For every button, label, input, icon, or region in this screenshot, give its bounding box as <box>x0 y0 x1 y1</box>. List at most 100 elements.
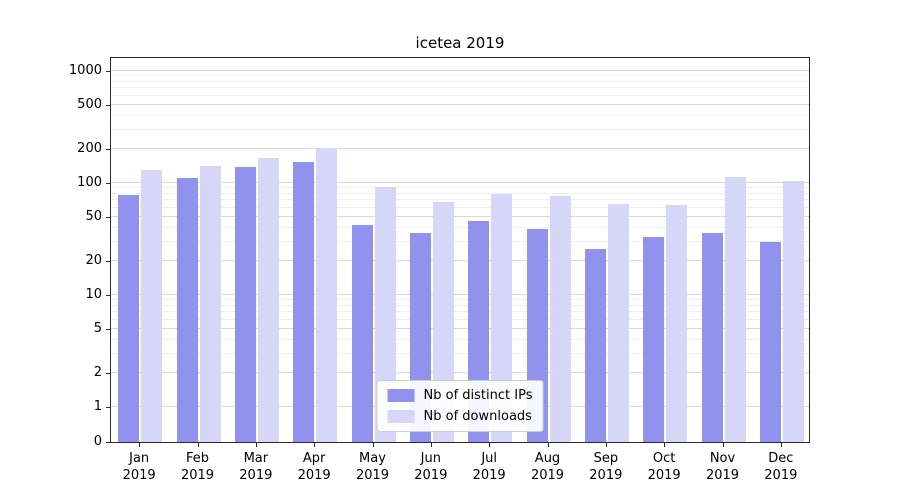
x-tick-label: Dec 2019 <box>751 450 811 484</box>
y-tick-label: 1000 <box>68 63 102 78</box>
minor-gridline <box>111 299 809 301</box>
bar-distinct-ips <box>351 225 373 442</box>
x-tick-month: Oct <box>652 451 676 466</box>
x-tick-label: Jul 2019 <box>459 450 519 484</box>
x-tick-mark <box>722 443 724 447</box>
x-tick-label: Oct 2019 <box>634 450 694 484</box>
bar-downloads <box>316 148 338 442</box>
bar-distinct-ips <box>176 178 198 442</box>
legend-label-distinct-ips: Nb of distinct IPs <box>423 388 533 403</box>
legend-swatch-downloads <box>387 410 415 423</box>
x-tick-year: 2019 <box>239 468 273 483</box>
x-tick-label: Jun 2019 <box>401 450 461 484</box>
bar-distinct-ips <box>118 195 140 442</box>
x-tick-mark <box>489 443 491 447</box>
y-tick-mark <box>106 442 110 443</box>
x-tick-mark <box>664 443 666 447</box>
x-tick-mark <box>605 443 607 447</box>
plot-area: Nb of distinct IPs Nb of downloads <box>110 57 810 443</box>
x-tick-year: 2019 <box>414 468 448 483</box>
x-tick-month: Aug <box>534 451 561 466</box>
x-tick-label: Nov 2019 <box>693 450 753 484</box>
chart-title: icetea 2019 <box>415 34 505 52</box>
bar-downloads <box>199 165 221 442</box>
major-gridline <box>111 327 809 329</box>
minor-gridline <box>111 192 809 194</box>
minor-gridline <box>111 114 809 116</box>
minor-gridline <box>111 240 809 242</box>
x-tick-month: May <box>359 451 386 466</box>
x-tick-month: Sep <box>593 451 619 466</box>
y-tick-label: 10 <box>85 287 102 302</box>
x-tick-year: 2019 <box>180 468 215 483</box>
minor-gridline <box>111 187 809 189</box>
minor-gridline <box>111 75 809 77</box>
bar-downloads <box>141 170 163 442</box>
y-tick-mark <box>106 373 110 375</box>
bar-downloads <box>607 203 629 442</box>
x-tick-label: Sep 2019 <box>576 450 636 484</box>
x-tick-month: Dec <box>768 451 794 466</box>
major-gridline <box>111 148 809 150</box>
x-tick-label: May 2019 <box>343 450 403 484</box>
bar-downloads <box>724 177 746 442</box>
y-tick-mark <box>106 183 110 184</box>
bar-downloads <box>782 180 804 442</box>
x-tick-month: Mar <box>243 451 269 466</box>
x-tick-mark <box>430 443 432 447</box>
bar-distinct-ips <box>234 166 256 442</box>
bar-downloads <box>549 195 571 442</box>
y-tick-mark <box>106 407 110 408</box>
bar-downloads <box>374 187 396 442</box>
bar-distinct-ips <box>701 232 723 442</box>
x-tick-month: Nov <box>709 451 736 466</box>
legend-label-downloads: Nb of downloads <box>423 409 532 424</box>
x-tick-mark <box>780 443 782 447</box>
x-tick-year: 2019 <box>297 468 331 483</box>
x-tick-label: Mar 2019 <box>226 450 286 484</box>
minor-gridline <box>111 94 809 96</box>
legend-item-distinct-ips: Nb of distinct IPs <box>387 388 533 403</box>
minor-gridline <box>111 304 809 306</box>
x-tick-month: Apr <box>302 451 326 466</box>
x-tick-mark <box>255 443 257 447</box>
x-tick-year: 2019 <box>530 468 565 483</box>
x-tick-mark <box>197 443 199 447</box>
y-tick-label: 2 <box>93 365 102 381</box>
x-tick-month: Jun <box>420 451 441 466</box>
x-tick-label: Apr 2019 <box>284 450 344 484</box>
legend-item-downloads: Nb of downloads <box>387 409 533 424</box>
minor-gridline <box>111 318 809 320</box>
y-tick-label: 20 <box>85 253 102 269</box>
x-tick-month: Jul <box>481 451 497 466</box>
legend-swatch-distinct-ips <box>387 389 415 402</box>
x-tick-mark <box>372 443 374 447</box>
major-gridline <box>111 260 809 262</box>
bar-distinct-ips <box>643 236 665 442</box>
minor-gridline <box>111 199 809 201</box>
x-tick-mark <box>139 443 141 447</box>
minor-gridline <box>111 206 809 208</box>
bar-downloads <box>257 157 279 442</box>
y-tick-label: 50 <box>85 208 102 224</box>
major-gridline <box>111 70 809 71</box>
x-tick-year: 2019 <box>705 468 740 483</box>
y-tick-mark <box>106 216 110 218</box>
major-gridline <box>111 103 809 105</box>
y-tick-label: 0 <box>93 434 102 449</box>
y-tick-mark <box>106 149 110 151</box>
minor-gridline <box>111 87 809 89</box>
y-tick-label: 200 <box>77 141 102 157</box>
minor-gridline <box>111 338 809 340</box>
major-gridline <box>111 215 809 217</box>
minor-gridline <box>111 80 809 82</box>
y-tick-mark <box>106 295 110 296</box>
x-tick-month: Jan <box>129 451 150 466</box>
legend: Nb of distinct IPs Nb of downloads <box>376 380 544 432</box>
minor-gridline <box>111 352 809 354</box>
y-tick-label: 500 <box>77 96 102 112</box>
y-tick-mark <box>106 328 110 330</box>
x-tick-month: Feb <box>185 451 210 466</box>
bar-distinct-ips <box>584 248 606 442</box>
